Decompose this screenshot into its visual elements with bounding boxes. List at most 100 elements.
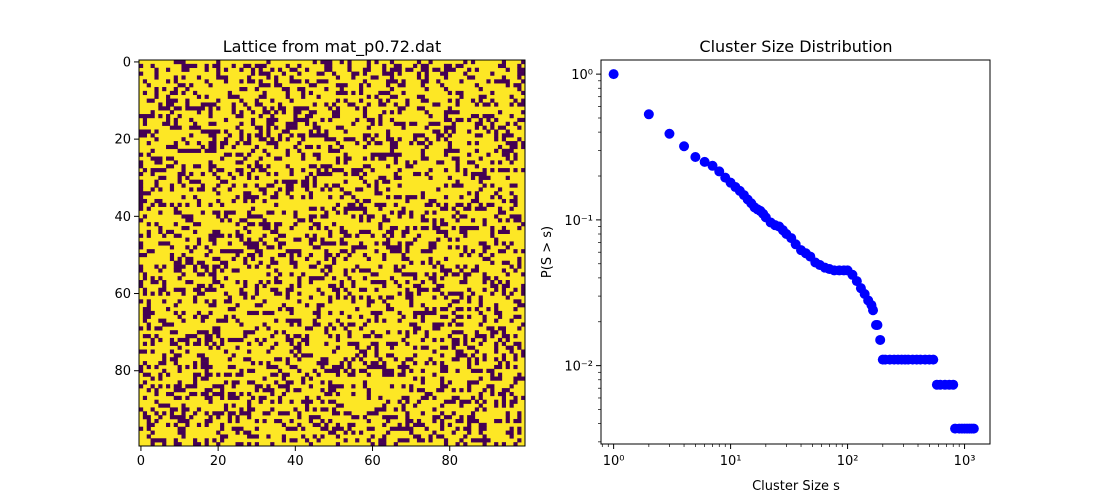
lattice-cell (250, 198, 256, 204)
lattice-cell (150, 110, 155, 115)
lattice-cell (513, 418, 522, 424)
lattice-cell (382, 422, 387, 427)
lattice-cell (482, 314, 487, 319)
lattice-cell (285, 148, 290, 153)
lattice-cell (162, 442, 167, 447)
lattice-cell (490, 334, 495, 339)
lattice-cell (343, 156, 352, 161)
lattice-cell (185, 349, 190, 354)
lattice-cell (451, 345, 456, 350)
lattice-cell (513, 83, 522, 88)
lattice-cell (193, 442, 202, 447)
lattice-cell (517, 117, 526, 123)
lattice-cell (139, 245, 144, 250)
lattice-cell (436, 237, 441, 242)
lattice-cell (447, 322, 452, 327)
lattice-cell (440, 218, 445, 223)
lattice-cell (432, 361, 437, 366)
lattice-cell (254, 264, 259, 269)
lattice-cell (509, 144, 518, 150)
lattice-cell (397, 241, 402, 246)
lattice-cell (521, 395, 526, 400)
lattice-cell (432, 372, 437, 377)
lattice-cell (200, 210, 205, 215)
lattice-cell (204, 94, 209, 99)
lattice-cell (482, 125, 487, 130)
lattice-cell (343, 438, 348, 443)
lattice-cell (150, 376, 155, 381)
lattice-cell (328, 187, 333, 192)
lattice-cell (200, 314, 209, 319)
lattice-cell (366, 395, 371, 400)
lattice-cell (196, 237, 202, 242)
lattice-cell (467, 307, 472, 312)
lattice-cell (478, 422, 487, 427)
lattice-cell (405, 399, 410, 404)
lattice-cell (266, 349, 271, 354)
lattice-cell (320, 357, 329, 362)
lattice-cell (513, 380, 518, 385)
lattice-cell (262, 106, 267, 111)
lattice-cell (490, 283, 499, 289)
lattice-cell (366, 391, 371, 397)
lattice-cell (316, 260, 321, 265)
lattice-cell (513, 202, 518, 207)
scatter-point (664, 128, 675, 139)
lattice-cell (409, 141, 414, 146)
lattice-cell (386, 195, 391, 200)
lattice-cell (166, 229, 175, 234)
lattice-cell (235, 318, 240, 323)
lattice-cell (405, 418, 414, 424)
lattice-cell (432, 430, 437, 435)
lattice-cell (196, 353, 205, 358)
lattice-cell (262, 299, 267, 304)
lattice-cell (142, 341, 148, 346)
lattice-cell (443, 438, 449, 443)
lattice-cell (420, 63, 429, 69)
lattice-cell (239, 407, 244, 412)
lattice-cell (254, 291, 259, 296)
lattice-cell (281, 376, 286, 381)
lattice-cell (463, 434, 468, 439)
lattice-cell (204, 442, 209, 447)
lattice-cell (208, 399, 213, 404)
lattice-cell (150, 276, 155, 281)
lattice-cell (397, 310, 402, 316)
lattice-cell (320, 364, 325, 370)
lattice-cell (220, 395, 225, 400)
lattice-cell (243, 225, 248, 231)
lattice-cell (166, 156, 175, 161)
lattice-cell (220, 260, 229, 265)
lattice-cell (443, 399, 456, 404)
lattice-cell (285, 121, 298, 126)
lattice-cell (220, 141, 229, 146)
lattice-cell (297, 71, 302, 76)
lattice-cell (335, 318, 341, 323)
lattice-cell (301, 376, 306, 381)
lattice-cell (139, 368, 144, 373)
lattice-cell (509, 94, 514, 99)
lattice-cell (308, 206, 317, 211)
lattice-cell (158, 361, 167, 366)
lattice-cell (139, 233, 144, 238)
lattice-cell (220, 422, 225, 427)
lattice-cell (328, 233, 333, 238)
lattice-cell (478, 322, 483, 327)
lattice-cell (312, 102, 317, 107)
lattice-cell (505, 218, 510, 223)
lattice-cell (424, 144, 429, 150)
lattice-cell (359, 349, 368, 354)
lattice-cell (401, 384, 406, 389)
lattice-cell (401, 361, 406, 366)
lattice-cell (231, 106, 236, 111)
lattice-cell (293, 117, 310, 123)
lattice-cell (347, 372, 356, 377)
lattice-cell (270, 67, 275, 72)
lattice-cell (386, 307, 395, 312)
lattice-cell (478, 295, 483, 300)
lattice-cell (447, 133, 452, 138)
lattice-cell (258, 79, 263, 84)
lattice-cell (370, 341, 379, 346)
lattice-cell (266, 129, 271, 134)
x-tick-label: 0 (137, 454, 145, 469)
